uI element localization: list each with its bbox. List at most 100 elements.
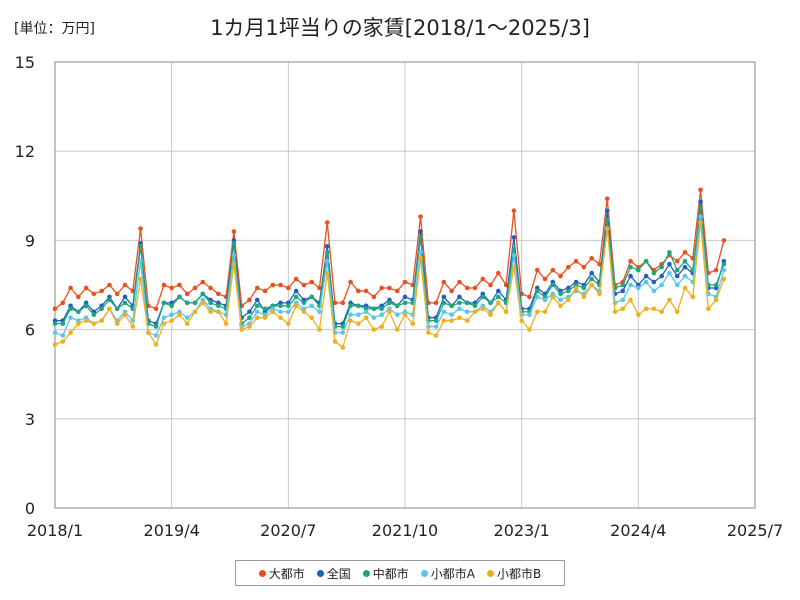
data-point (184, 321, 190, 326)
data-point (153, 333, 159, 338)
data-point (721, 276, 727, 282)
data-point (612, 309, 618, 315)
data-point (674, 267, 680, 273)
data-point (418, 255, 423, 261)
data-point (60, 321, 66, 326)
data-point (534, 309, 540, 315)
data-point (52, 342, 58, 347)
data-point (636, 285, 641, 291)
data-point (480, 294, 486, 300)
data-point (231, 241, 237, 246)
data-point (511, 264, 517, 270)
data-point (713, 297, 719, 303)
data-point (192, 285, 198, 291)
data-point (270, 282, 276, 288)
data-point (597, 261, 602, 267)
y-tick-label: 6 (25, 321, 35, 340)
legend-item: 中都市 (362, 565, 409, 582)
data-point (262, 306, 268, 312)
data-point (169, 318, 174, 323)
data-point (503, 309, 509, 315)
data-point (83, 318, 89, 323)
data-point (324, 220, 330, 225)
legend-label: 中都市 (372, 566, 409, 581)
data-point (138, 244, 143, 249)
data-point (628, 282, 633, 288)
data-point (52, 330, 58, 335)
data-point (496, 270, 501, 276)
data-point (674, 309, 680, 315)
data-point (122, 294, 128, 300)
data-point (138, 258, 143, 264)
data-point (130, 324, 136, 329)
data-point (301, 309, 307, 315)
series-line (55, 201, 725, 325)
data-point (68, 315, 73, 321)
data-point (60, 339, 66, 344)
data-point (418, 235, 423, 240)
unit-label: [単位：万円] (14, 21, 95, 37)
data-point (231, 261, 237, 267)
data-point (394, 312, 400, 318)
data-point (604, 226, 610, 231)
data-point (169, 285, 174, 291)
x-tick-label: 2018/1 (27, 521, 83, 540)
data-point (581, 264, 587, 270)
data-point (441, 300, 447, 306)
data-point (667, 270, 672, 276)
y-tick-label: 15 (15, 53, 35, 72)
data-point (441, 309, 447, 315)
data-point (161, 321, 167, 326)
legend-item: 小都市B (487, 565, 541, 582)
data-point (340, 300, 346, 306)
legend-marker-icon (258, 569, 266, 577)
data-point (68, 330, 73, 335)
data-point (402, 312, 408, 318)
data-point (457, 315, 462, 321)
data-point (542, 276, 548, 282)
data-point (293, 294, 299, 300)
data-point (643, 279, 649, 285)
data-point (698, 205, 703, 210)
x-tick-label: 2021/10 (372, 521, 438, 540)
data-point (589, 270, 594, 276)
data-point (519, 318, 524, 323)
data-point (457, 294, 462, 300)
legend-item: 全国 (316, 565, 351, 582)
data-point (573, 285, 579, 291)
legend-label: 小都市B (497, 566, 542, 581)
data-point (177, 294, 182, 300)
data-point (278, 303, 283, 309)
data-point (332, 339, 338, 344)
data-point (138, 226, 143, 231)
data-point (542, 309, 548, 315)
data-point (177, 282, 182, 288)
data-point (682, 273, 688, 279)
data-point (674, 258, 680, 264)
data-point (659, 309, 664, 315)
x-tick-label: 2025/7 (727, 521, 783, 540)
data-point (107, 306, 112, 312)
data-point (589, 276, 594, 282)
data-point (107, 297, 112, 303)
data-point (184, 291, 190, 297)
data-point (324, 258, 330, 264)
data-point (99, 318, 104, 323)
data-point (698, 187, 703, 193)
data-point (332, 300, 338, 306)
data-point (286, 321, 291, 326)
data-point (394, 288, 400, 294)
data-point (184, 315, 190, 321)
data-point (379, 306, 384, 312)
data-point (643, 258, 649, 264)
data-point (76, 309, 81, 315)
data-point (464, 285, 470, 291)
data-point (698, 220, 703, 225)
x-tick-label: 2020/7 (260, 521, 316, 540)
data-point (682, 285, 688, 291)
data-point (122, 300, 128, 306)
data-point (488, 312, 493, 318)
data-point (138, 276, 143, 282)
data-point (356, 312, 361, 318)
data-point (301, 300, 307, 306)
